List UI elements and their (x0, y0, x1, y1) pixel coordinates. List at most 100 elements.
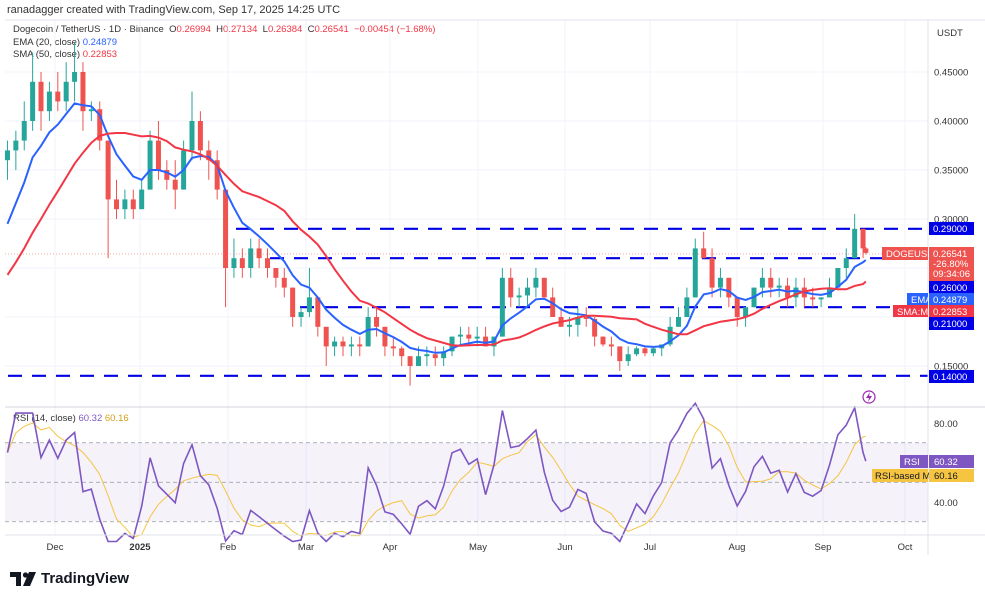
candle (776, 277, 782, 298)
level-tag-026: 0.26000 (929, 281, 974, 294)
candle-body (684, 297, 690, 317)
svg-text:60.16: 60.16 (934, 471, 958, 482)
candle (298, 307, 304, 327)
rsi-ma-value: 60.16 (104, 413, 129, 424)
time-tick: Oct (898, 542, 913, 553)
candle-body (13, 140, 19, 151)
candle-body (4, 150, 10, 161)
time-tick: Aug (729, 542, 746, 553)
candle-body (281, 277, 287, 288)
ema-legend[interactable]: EMA (20, close) 0.24879 (13, 37, 117, 48)
symbol-tag-text: DOGEUSDT (886, 249, 940, 260)
candle-body (88, 109, 94, 112)
candle-body (759, 277, 765, 288)
tradingview-logo[interactable]: TradingView (10, 570, 129, 587)
candle-body (340, 341, 346, 347)
price-tags: 0.29000DOGEUSDT0.26541-26.80%09:34:060.2… (882, 222, 974, 383)
candle-body (399, 348, 405, 357)
candle (72, 42, 78, 102)
candle (768, 268, 774, 298)
candle-body (147, 140, 153, 190)
candle (709, 248, 715, 298)
rsi-value: 60.32 (78, 413, 103, 424)
candle (701, 231, 707, 259)
level-tag-021: 0.21000 (929, 317, 974, 330)
price-axis[interactable]: 0.45000 0.40000 0.35000 0.30000 0.15000 (934, 68, 968, 373)
candle-body (264, 258, 270, 268)
candle (357, 336, 363, 357)
currency-label[interactable]: USDT (937, 28, 963, 39)
candle (340, 336, 346, 357)
sma-legend[interactable]: SMA (50, close) 0.22853 (13, 49, 117, 60)
candle-body (441, 351, 447, 359)
close-value: 0.26541 (314, 24, 349, 35)
close-label: C (307, 24, 315, 35)
ema-value: 0.24879 (82, 37, 118, 48)
candle (583, 307, 589, 327)
candle (474, 326, 480, 347)
candle (617, 346, 623, 371)
candle (38, 72, 44, 131)
candle (239, 248, 245, 278)
ema-tag-name-bg (907, 293, 928, 305)
ema-tag-bg (929, 293, 974, 305)
time-tick: 2025 (129, 542, 151, 553)
candle (55, 72, 61, 112)
candle (457, 326, 463, 347)
candle-body (592, 318, 598, 337)
svg-text:60.32: 60.32 (934, 457, 958, 468)
candle-body (449, 336, 455, 352)
candle (818, 297, 824, 308)
low-value: 0.26384 (267, 24, 303, 35)
last-price-text: 09:34:06 (933, 269, 970, 280)
level-tag-026-bg (929, 281, 974, 294)
candle (541, 277, 547, 298)
candle (21, 101, 27, 151)
candle-body (164, 170, 170, 180)
price-tick: 0.30000 (934, 215, 968, 226)
alert-icon[interactable] (862, 390, 876, 404)
candle (441, 346, 447, 366)
candle-body (709, 258, 715, 288)
candle (147, 130, 153, 190)
candle (88, 101, 94, 121)
candle-body (105, 140, 111, 200)
candle-body (30, 81, 36, 121)
low-label: L (262, 24, 268, 35)
symbol-legend[interactable]: Dogecoin / TetherUS · 1D · Binance O0.26… (13, 24, 435, 35)
price-tick: 0.45000 (934, 68, 968, 79)
candle-body (365, 317, 371, 347)
rsi-tick: 80.00 (934, 419, 958, 430)
candle (424, 346, 430, 366)
level-tag-021-bg (929, 317, 974, 330)
candle (181, 140, 187, 190)
candle-body (231, 258, 237, 268)
candle (105, 140, 111, 259)
candle-body (139, 189, 145, 210)
candle-body (239, 258, 245, 268)
candle-body (516, 295, 522, 298)
candle-body (776, 285, 782, 288)
time-tick: Apr (383, 542, 398, 553)
sma-value: 0.22853 (82, 49, 118, 60)
candle (97, 101, 103, 151)
time-axis[interactable]: Dec 2025 Feb Mar Apr May Jun Jul Aug Sep Oct (47, 542, 913, 553)
open-label: O (169, 24, 177, 35)
candle-body (608, 344, 614, 347)
candle (256, 238, 262, 268)
candle (508, 268, 514, 308)
candle (214, 150, 220, 200)
candle (525, 277, 531, 308)
candle (30, 52, 36, 131)
candle-body (810, 297, 816, 300)
rsi-legend[interactable]: RSI (14, close) 60.32 60.16 (13, 413, 129, 424)
candle (323, 326, 329, 366)
sma-tag-name: SMA:MA (893, 305, 935, 318)
candle (449, 336, 455, 357)
candle (223, 189, 229, 308)
candle (399, 346, 405, 366)
candle (692, 238, 698, 298)
last-price-bg (929, 247, 974, 281)
candle-body (860, 228, 866, 249)
